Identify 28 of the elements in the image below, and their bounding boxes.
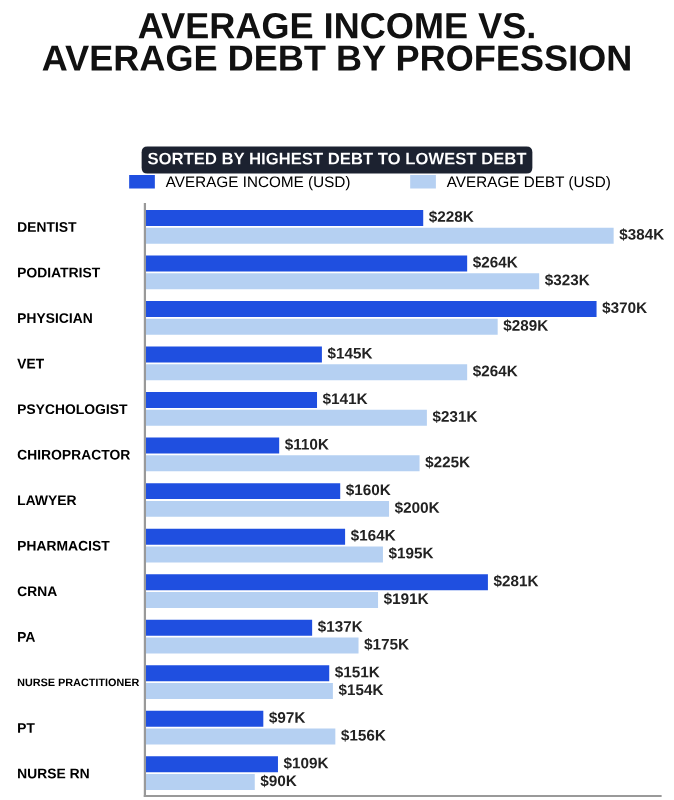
bar — [144, 483, 341, 500]
bar — [144, 591, 379, 608]
chart-subtitle: SORTED BY HIGHEST DEBT TO LOWEST DEBT — [147, 152, 527, 165]
bar — [144, 637, 359, 654]
bar — [144, 665, 330, 682]
bar — [144, 710, 264, 727]
bar — [144, 255, 468, 272]
bar — [144, 209, 424, 226]
chart-title: AVERAGE INCOME VS. AVERAGE DEBT BY PROFESSION — [42, 12, 630, 71]
bar — [144, 728, 336, 745]
bar — [144, 409, 427, 426]
bar — [144, 273, 540, 290]
bar — [144, 500, 390, 517]
bar — [144, 392, 318, 409]
bar — [144, 346, 322, 363]
bar — [144, 574, 488, 591]
bar — [144, 774, 255, 791]
bar — [144, 546, 383, 563]
bar — [144, 318, 498, 335]
bar — [144, 364, 468, 381]
bar — [144, 300, 597, 317]
bar — [144, 756, 278, 773]
bar — [144, 683, 333, 700]
bar — [144, 227, 614, 244]
bar — [144, 437, 280, 454]
bar — [144, 619, 313, 636]
bar — [144, 455, 420, 472]
bar — [144, 528, 346, 545]
